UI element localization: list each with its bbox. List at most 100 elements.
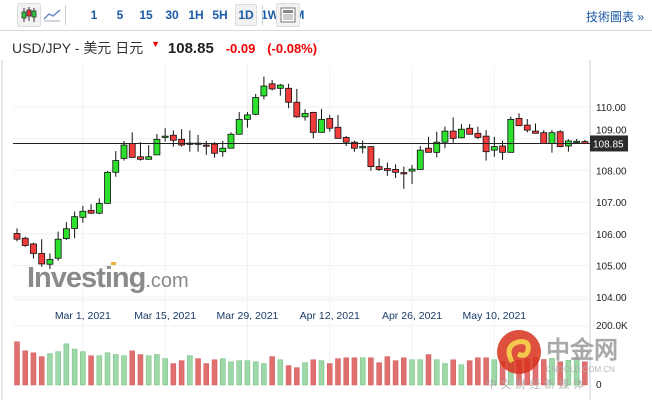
volume-bar — [458, 364, 465, 386]
volume-bar — [145, 355, 152, 386]
volume-bar — [368, 357, 374, 386]
interval-5[interactable]: 5 — [116, 8, 124, 22]
volume-bar — [88, 355, 94, 386]
candle-body — [416, 149, 424, 170]
volume-bar — [359, 357, 366, 386]
candle-body — [79, 210, 87, 218]
investing-logo-word: Investing — [27, 262, 145, 294]
cngold-url: CNGOLD.COM.CN — [546, 365, 615, 374]
candlestick — [235, 112, 243, 135]
volume-bar — [71, 348, 78, 386]
volume-bar — [351, 357, 358, 386]
line-chart-icon — [43, 9, 61, 22]
candle-body — [30, 243, 37, 254]
candlestick — [573, 139, 581, 145]
candle-body — [235, 118, 243, 135]
candle-body — [104, 171, 111, 204]
interval-1[interactable]: 1 — [90, 8, 98, 22]
candle-body — [351, 141, 358, 149]
volume-bar — [137, 354, 144, 386]
volume-bar — [401, 357, 407, 386]
volume-bar — [549, 358, 555, 386]
candlestick — [104, 171, 111, 204]
candlestick — [260, 76, 268, 100]
candlestick — [540, 130, 548, 145]
interval-30[interactable]: 30 — [165, 8, 179, 22]
candle-body — [268, 83, 276, 90]
candle-body — [334, 126, 342, 139]
line-chart-button[interactable] — [41, 3, 63, 25]
candlestick — [95, 198, 103, 215]
interval-1d[interactable]: 1D — [235, 4, 257, 26]
candlestick — [153, 133, 161, 156]
volume-bar — [55, 351, 61, 386]
volume-bar — [203, 363, 210, 386]
interval-5h[interactable]: 5H — [212, 8, 228, 22]
candlestick — [425, 136, 432, 153]
candlestick — [416, 145, 424, 170]
volume-bar — [442, 363, 448, 386]
volume-bar — [220, 358, 226, 386]
candlestick-chart-button[interactable] — [17, 3, 41, 27]
candle-body — [359, 146, 367, 149]
candle-body — [227, 133, 235, 149]
candlestick — [169, 130, 177, 147]
candlestick — [309, 111, 317, 139]
cngold-tagline: 中 文 财 经 新 媒 体 — [486, 377, 584, 391]
volume-bar — [491, 359, 498, 386]
candle-body — [244, 114, 251, 120]
news-button[interactable] — [276, 3, 300, 27]
volume-bar — [516, 360, 522, 386]
volume-bar — [38, 356, 45, 386]
price-tick-label: 110.00 — [596, 103, 626, 114]
candlestick — [318, 108, 325, 133]
date-tick-label: Apr 12, 2021 — [300, 310, 360, 322]
technical-chart-link[interactable]: 技術圖表 » — [585, 10, 644, 24]
date-tick-label: May 10, 2021 — [463, 310, 527, 322]
candlestick — [507, 116, 515, 153]
volume-bar — [392, 360, 399, 386]
volume-bar — [129, 350, 135, 386]
candlestick — [351, 140, 358, 152]
candle-body — [13, 233, 21, 240]
candlestick — [515, 113, 523, 127]
volume-bar — [104, 352, 111, 386]
investing-logo-text: Investing.com — [27, 262, 189, 294]
toolbar-divider — [262, 5, 263, 25]
candle-body — [532, 130, 539, 134]
volume-bar — [47, 353, 53, 386]
candlestick — [211, 142, 218, 158]
candlestick — [293, 88, 301, 118]
cngold-logo-icon — [497, 330, 541, 374]
volume-bar — [22, 350, 28, 386]
toolbar-divider — [65, 5, 66, 25]
candlestick — [112, 151, 120, 177]
candle-body — [169, 134, 177, 141]
candle-body — [219, 147, 227, 153]
volume-tick-label: 0 — [596, 380, 602, 391]
candle-body — [161, 135, 169, 138]
candlestick — [268, 80, 276, 91]
current-price-badge — [590, 135, 628, 152]
candle-body — [556, 131, 564, 148]
volume-bar — [310, 359, 317, 386]
candlestick-icon — [21, 7, 37, 22]
candle-body — [178, 138, 186, 146]
interval-15[interactable]: 15 — [139, 8, 153, 22]
candlestick — [466, 124, 474, 135]
candle-body — [145, 156, 153, 160]
volume-bar — [343, 357, 349, 386]
volume-bar — [483, 357, 489, 386]
candlestick — [21, 236, 29, 247]
cngold-watermark: 中金网 CNGOLD.COM.CN 中 文 财 经 新 媒 体 — [486, 330, 618, 391]
candle-body — [46, 259, 54, 265]
interval-1w[interactable]: 1W — [261, 8, 279, 22]
candle-body — [499, 145, 506, 153]
candle-body — [523, 124, 531, 131]
candlestick — [227, 132, 235, 149]
candle-body — [128, 143, 136, 158]
volume-bar — [285, 365, 292, 386]
candle-body — [375, 166, 383, 170]
interval-1h[interactable]: 1H — [188, 8, 204, 22]
